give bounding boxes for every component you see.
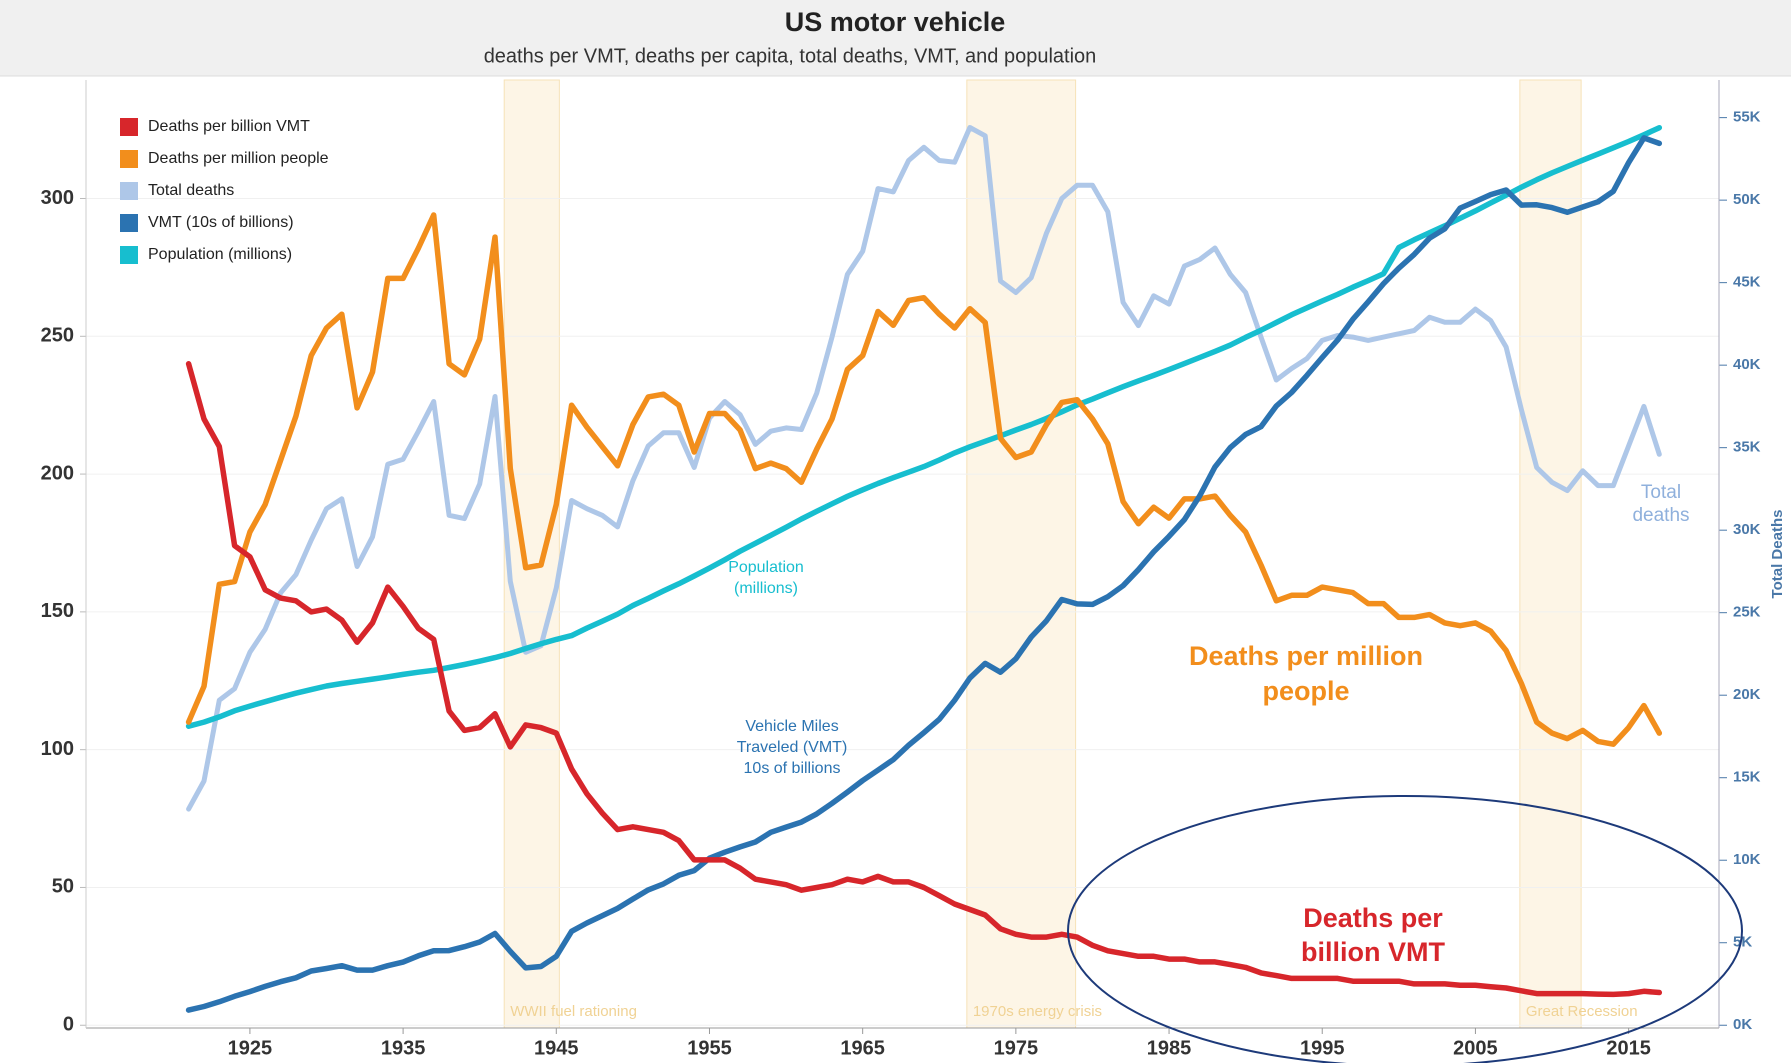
x-tick-label: 1985: [1147, 1037, 1192, 1059]
y2-tick-label: 55K: [1733, 109, 1761, 126]
y2-tick-label: 15K: [1733, 769, 1761, 786]
x-tick-label: 1955: [687, 1037, 732, 1059]
y2-tick-label: 30K: [1733, 521, 1761, 538]
x-tick-label: 2005: [1453, 1037, 1498, 1059]
annotation: 10s of billions: [744, 760, 841, 777]
y-tick-label: 200: [41, 462, 74, 484]
legend-label: Deaths per million people: [148, 150, 329, 167]
x-tick-label: 1995: [1300, 1037, 1345, 1059]
shaded-period-label: 1970s energy crisis: [973, 1003, 1102, 1020]
y2-tick-label: 45K: [1733, 274, 1761, 291]
shaded-period-label: WWII fuel rationing: [510, 1003, 637, 1020]
y-tick-label: 150: [41, 600, 74, 622]
y-tick-label: 0: [63, 1014, 74, 1036]
legend-label: Deaths per billion VMT: [148, 118, 310, 135]
legend-swatch: [120, 118, 138, 136]
annotation: billion VMT: [1301, 937, 1445, 967]
annotation: deaths: [1632, 505, 1689, 526]
legend-label: Total deaths: [148, 182, 234, 199]
y2-tick-label: 20K: [1733, 686, 1761, 703]
y2-tick-label: 40K: [1733, 356, 1761, 373]
y2-tick-label: 10K: [1733, 851, 1761, 868]
series-line: [185, 124, 1663, 729]
shaded-period: [503, 79, 560, 1029]
series-line: [185, 135, 1663, 1013]
annotation: Deaths per: [1303, 903, 1443, 933]
shaded-period: [1519, 79, 1582, 1029]
y2-tick-label: 35K: [1733, 439, 1761, 456]
chart-title: US motor vehicle: [785, 7, 1006, 37]
shaded-period: [966, 79, 1077, 1029]
highlight-ellipse: [1067, 795, 1743, 1063]
annotation: Population: [728, 559, 804, 576]
legend-swatch: [120, 214, 138, 232]
x-tick-label: 1965: [840, 1037, 885, 1059]
y-tick-label: 250: [41, 325, 74, 347]
annotation: Deaths per million: [1189, 641, 1423, 671]
x-tick-label: 1975: [994, 1037, 1039, 1059]
legend-label: VMT (10s of billions): [148, 214, 294, 231]
chart-subtitle: deaths per VMT, deaths per capita, total…: [484, 45, 1097, 67]
y2-axis-label: Total Deaths: [1769, 510, 1786, 599]
shaded-period-label: Great Recession: [1526, 1003, 1638, 1020]
header-band: [0, 0, 1791, 76]
y-tick-label: 50: [52, 876, 74, 898]
legend-swatch: [120, 150, 138, 168]
annotation: Total: [1641, 482, 1681, 503]
x-tick-label: 1945: [534, 1037, 579, 1059]
y-tick-label: 300: [41, 187, 74, 209]
x-tick-label: 2015: [1606, 1037, 1651, 1059]
annotation: (millions): [734, 580, 798, 597]
y2-tick-label: 0K: [1733, 1016, 1752, 1033]
x-tick-label: 1935: [381, 1037, 426, 1059]
y2-tick-label: 5K: [1733, 934, 1752, 951]
annotation: Traveled (VMT): [737, 739, 848, 756]
annotation: Vehicle Miles: [745, 718, 838, 735]
y2-tick-label: 25K: [1733, 604, 1761, 621]
annotation: people: [1262, 676, 1349, 706]
x-tick-label: 1925: [228, 1037, 273, 1059]
y-tick-label: 100: [41, 738, 74, 760]
series-line: [185, 361, 1663, 998]
legend-swatch: [120, 246, 138, 264]
series-line: [185, 212, 1663, 747]
y2-tick-label: 50K: [1733, 191, 1761, 208]
series-line: [186, 125, 1662, 812]
legend-label: Population (millions): [148, 246, 292, 263]
legend-swatch: [120, 182, 138, 200]
